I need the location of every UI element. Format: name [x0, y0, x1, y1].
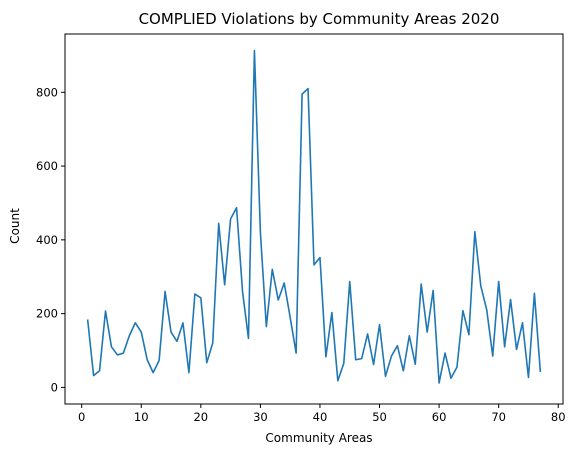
x-axis-ticks: 0 10 20 30 40 50 60 70 80: [78, 404, 566, 424]
x-tick-label: 70: [491, 410, 506, 424]
series-line: [86, 49, 542, 384]
x-tick-label: 40: [313, 410, 328, 424]
y-tick-label: 600: [36, 159, 58, 173]
x-axis-label: Community Areas: [265, 431, 372, 445]
x-tick-label: 20: [193, 410, 208, 424]
y-axis-label: Count: [8, 208, 22, 244]
x-tick-label: 30: [253, 410, 268, 424]
plot-area: [86, 49, 542, 384]
y-tick-label: 400: [36, 233, 58, 247]
x-tick-label: 50: [372, 410, 387, 424]
x-tick-label: 10: [134, 410, 149, 424]
y-tick-label: 0: [51, 380, 58, 394]
y-axis-ticks: 0 200 400 600 800: [36, 85, 65, 394]
x-tick-label: 60: [432, 410, 447, 424]
y-tick-label: 200: [36, 307, 58, 321]
x-tick-label: 0: [78, 410, 85, 424]
plot-frame: [64, 33, 564, 405]
y-tick-label: 800: [36, 85, 58, 99]
x-tick-label: 80: [551, 410, 566, 424]
chart-title: COMPLIED Violations by Community Areas 2…: [139, 10, 500, 28]
